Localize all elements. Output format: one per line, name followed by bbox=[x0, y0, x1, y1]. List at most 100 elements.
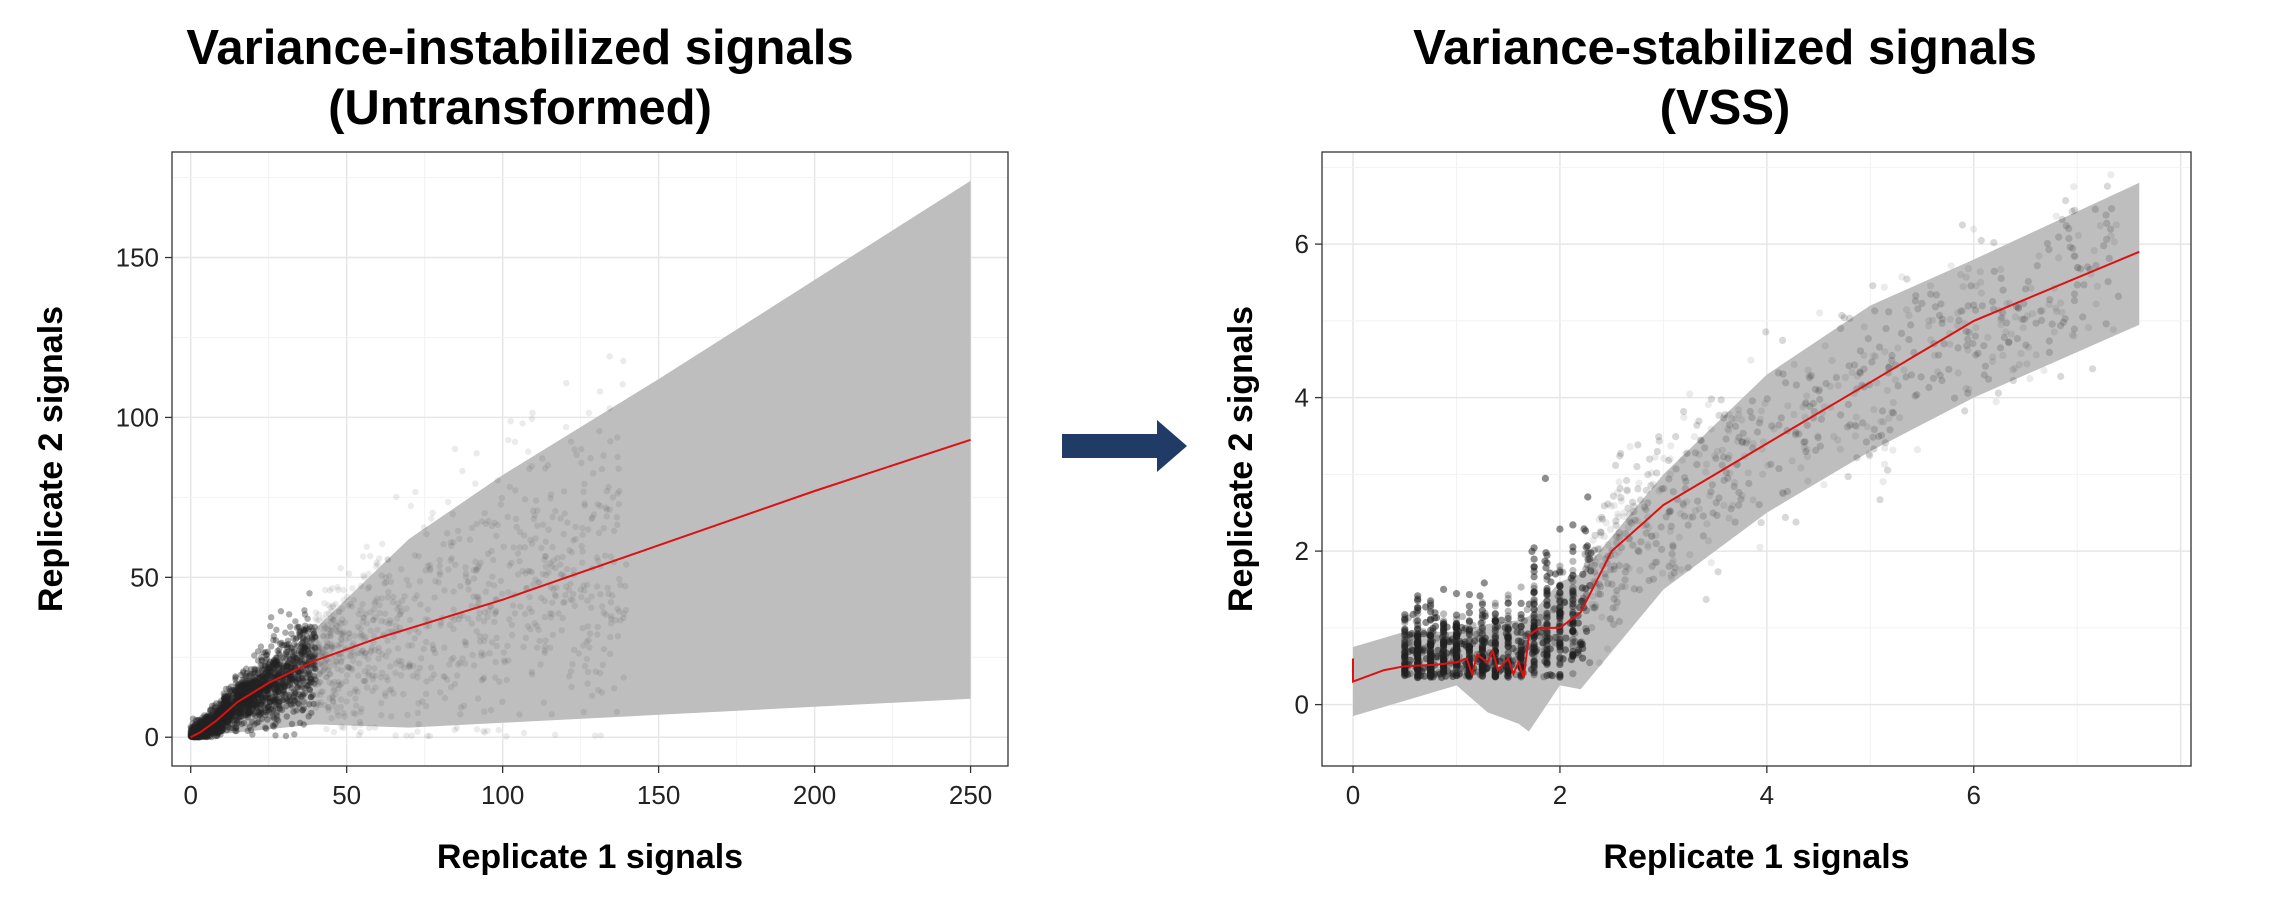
data-point bbox=[607, 613, 615, 620]
data-point bbox=[415, 629, 422, 636]
data-point bbox=[326, 679, 333, 686]
data-point bbox=[1653, 447, 1661, 456]
data-point bbox=[240, 719, 248, 727]
data-point bbox=[1964, 265, 1972, 273]
data-point bbox=[1947, 262, 1955, 270]
data-point bbox=[258, 694, 266, 701]
data-point bbox=[1582, 527, 1590, 535]
data-point bbox=[286, 655, 294, 663]
data-point bbox=[454, 527, 462, 534]
data-point bbox=[235, 683, 242, 690]
data-point bbox=[386, 572, 393, 580]
data-point bbox=[1556, 654, 1564, 662]
data-point bbox=[213, 709, 221, 716]
data-point bbox=[239, 701, 246, 708]
data-point bbox=[220, 719, 227, 727]
data-point bbox=[201, 717, 208, 725]
data-point bbox=[299, 628, 307, 636]
data-point bbox=[303, 636, 310, 644]
data-point bbox=[362, 610, 369, 617]
data-point bbox=[281, 683, 289, 690]
data-point bbox=[339, 654, 346, 661]
data-point bbox=[398, 658, 405, 665]
data-point bbox=[269, 683, 276, 690]
data-point bbox=[243, 684, 250, 692]
data-point bbox=[534, 507, 541, 514]
data-point bbox=[196, 718, 204, 725]
data-point bbox=[401, 593, 408, 600]
data-point bbox=[464, 579, 471, 586]
data-point bbox=[336, 619, 343, 626]
data-point bbox=[221, 692, 228, 699]
data-point bbox=[393, 493, 400, 501]
data-point bbox=[265, 669, 272, 676]
data-point bbox=[1768, 422, 1776, 430]
data-point bbox=[1541, 474, 1549, 482]
data-point bbox=[245, 698, 252, 705]
data-point bbox=[484, 613, 491, 621]
data-point bbox=[579, 524, 586, 532]
data-point bbox=[341, 619, 349, 626]
data-point bbox=[195, 734, 203, 741]
data-point bbox=[252, 713, 259, 720]
data-point bbox=[263, 673, 270, 681]
data-point bbox=[505, 657, 512, 664]
data-point bbox=[248, 707, 256, 714]
data-point bbox=[596, 428, 603, 435]
data-point bbox=[268, 614, 275, 621]
data-point bbox=[214, 710, 221, 717]
data-point bbox=[212, 708, 219, 716]
data-point bbox=[233, 692, 240, 699]
data-point bbox=[232, 712, 239, 720]
data-point bbox=[1972, 324, 1980, 332]
data-point bbox=[219, 707, 226, 715]
data-point bbox=[505, 589, 512, 596]
data-point bbox=[219, 706, 226, 713]
data-point bbox=[579, 625, 586, 632]
data-point bbox=[535, 626, 542, 633]
data-point bbox=[243, 678, 250, 685]
data-point bbox=[333, 622, 341, 630]
data-point bbox=[212, 713, 219, 721]
data-point bbox=[256, 708, 263, 716]
data-point bbox=[284, 637, 292, 644]
data-point bbox=[594, 623, 601, 631]
data-point bbox=[231, 699, 238, 706]
data-point bbox=[1491, 672, 1499, 681]
data-point bbox=[361, 636, 368, 643]
data-point bbox=[424, 732, 431, 740]
data-point bbox=[216, 720, 223, 727]
data-point bbox=[2032, 351, 2040, 359]
data-point bbox=[223, 707, 230, 714]
data-point bbox=[290, 657, 297, 665]
data-point bbox=[567, 596, 574, 603]
data-point bbox=[247, 671, 254, 678]
data-point bbox=[1756, 543, 1764, 551]
data-point bbox=[329, 694, 336, 701]
data-point bbox=[2108, 205, 2116, 213]
data-point bbox=[291, 651, 299, 658]
data-point bbox=[223, 713, 231, 720]
data-point bbox=[285, 660, 292, 667]
data-point bbox=[229, 710, 237, 717]
data-point bbox=[235, 708, 242, 715]
data-point bbox=[260, 673, 267, 680]
data-point bbox=[455, 661, 462, 668]
data-point bbox=[326, 670, 334, 677]
data-point bbox=[276, 646, 283, 653]
data-point bbox=[219, 716, 227, 723]
data-point bbox=[247, 708, 255, 716]
data-point bbox=[405, 664, 413, 671]
data-point bbox=[220, 695, 228, 703]
data-point bbox=[261, 662, 269, 669]
data-point bbox=[217, 722, 224, 730]
data-point bbox=[1978, 302, 1986, 310]
data-point bbox=[247, 677, 254, 685]
data-point bbox=[1703, 460, 1711, 468]
data-point bbox=[365, 669, 372, 677]
data-point bbox=[381, 690, 389, 697]
data-point bbox=[207, 726, 214, 733]
data-point bbox=[451, 616, 458, 624]
data-point bbox=[252, 702, 259, 709]
data-point bbox=[349, 648, 356, 655]
